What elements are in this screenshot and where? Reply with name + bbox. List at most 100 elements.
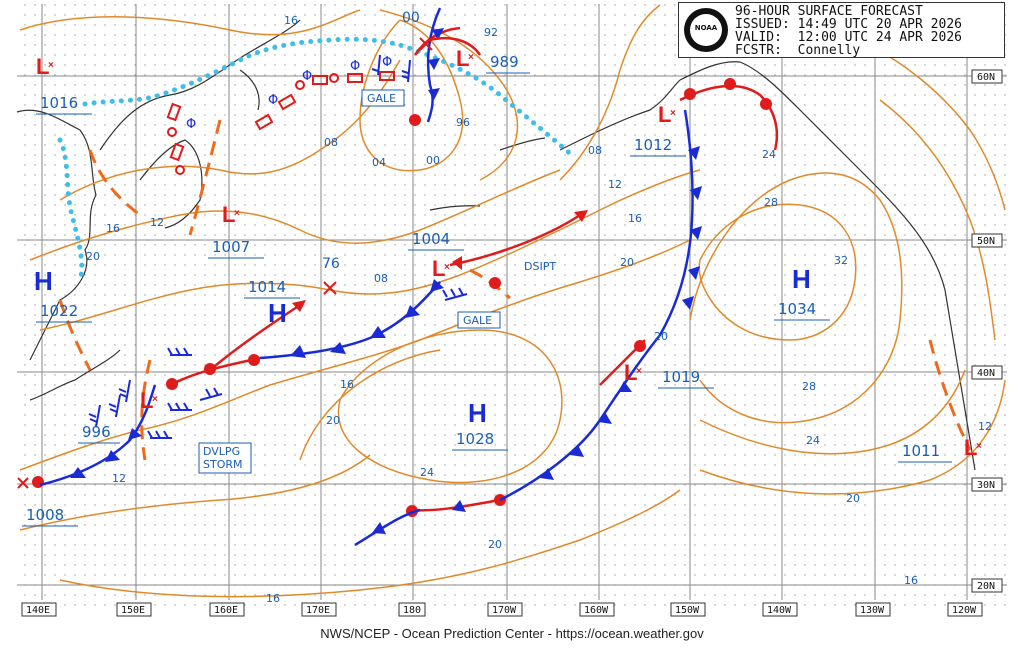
svg-text:16: 16 [266, 592, 280, 605]
low-symbol: L [624, 360, 637, 385]
warning-boxes [198, 89, 501, 474]
svg-text:24: 24 [762, 148, 776, 161]
svg-text:140E: 140E [26, 605, 50, 616]
svg-text:130W: 130W [860, 605, 885, 616]
svg-text:16: 16 [904, 574, 918, 587]
svg-text:Φ: Φ [268, 93, 278, 108]
svg-text:160W: 160W [584, 605, 609, 616]
wind-barbs [88, 54, 468, 439]
low-symbol: L [658, 102, 671, 127]
low-symbol: L [140, 388, 153, 413]
pressure-value: 989 [490, 53, 519, 71]
svg-text:Φ: Φ [186, 117, 196, 132]
svg-text:150E: 150E [121, 605, 145, 616]
pressure-value: 1008 [26, 506, 64, 524]
svg-text:12: 12 [150, 216, 164, 229]
forecast-header-box [678, 2, 1005, 58]
svg-text:08: 08 [588, 144, 602, 157]
isobar-labels: 16 12 16 20 08 04 00 96 92 00 08 12 16 2… [86, 10, 992, 605]
phi-markers: Φ Φ Φ Φ Φ [186, 55, 392, 132]
svg-text:24: 24 [806, 434, 820, 447]
svg-text:Φ: Φ [302, 69, 312, 84]
pressure-value: 1016 [40, 94, 78, 112]
pressure-value: 1007 [212, 238, 250, 256]
footer-credit: NWS/NCEP - Ocean Prediction Center - htt… [320, 626, 704, 641]
svg-text:×: × [670, 108, 676, 119]
svg-text:28: 28 [764, 196, 778, 209]
pressure-value: 1004 [412, 230, 450, 248]
cold-front-triangles [70, 28, 702, 534]
gale-label: GALE [463, 314, 492, 327]
storm-track-arrowheads [292, 210, 588, 312]
pressure-value: 1022 [40, 302, 78, 320]
svg-text:×: × [444, 262, 450, 273]
svg-text:28: 28 [802, 380, 816, 393]
low-symbol: L [36, 54, 49, 79]
svg-text:12: 12 [112, 472, 126, 485]
dissipating-label: DSIPT [524, 260, 556, 273]
isobar-label-large: 76 [322, 256, 340, 272]
svg-text:12: 12 [978, 420, 992, 433]
svg-text:160E: 160E [214, 605, 238, 616]
svg-text:08: 08 [374, 272, 388, 285]
low-symbol: L [964, 435, 977, 460]
svg-text:×: × [152, 394, 158, 405]
svg-text:×: × [468, 52, 474, 63]
isobars [19, 4, 1006, 598]
svg-text:50N: 50N [977, 236, 995, 247]
pressure-value: 1014 [248, 278, 286, 296]
svg-text:16: 16 [106, 222, 120, 235]
svg-text:40N: 40N [977, 368, 995, 379]
svg-text:16: 16 [340, 378, 354, 391]
developing-storm-label: DVLPG [203, 445, 240, 458]
pressure-values: 1016 1007 989 1004 996 1008 1012 1019 10… [26, 53, 940, 524]
storm-tracks [209, 36, 581, 371]
occluded-segments [166, 71, 395, 175]
forecast-title: 96-HOUR SURFACE FORECAST [735, 4, 923, 19]
coastlines [16, 19, 976, 471]
issued-time: ISSUED: 14:49 UTC 20 APR 2026 [735, 17, 962, 32]
pressure-value: 1011 [902, 442, 940, 460]
svg-text:04: 04 [372, 156, 386, 169]
svg-text:20: 20 [620, 256, 634, 269]
x-markers [17, 37, 433, 489]
svg-text:92: 92 [484, 26, 498, 39]
svg-text:×: × [48, 60, 54, 71]
pressure-value: 996 [82, 423, 111, 441]
svg-text:20: 20 [86, 250, 100, 263]
lat-lon-grid [17, 4, 1007, 600]
svg-text:20: 20 [488, 538, 502, 551]
svg-text:170E: 170E [306, 605, 330, 616]
forecaster-name: FCSTR: Connelly [735, 43, 861, 58]
svg-text:00: 00 [426, 154, 440, 167]
svg-text:Φ: Φ [382, 55, 392, 70]
warning-text: GALE GALE DVLPG STORM DSIPT [203, 92, 556, 471]
svg-text:140W: 140W [767, 605, 792, 616]
pressure-symbols: L L L L L L L L × × × × × × × × H H H H [34, 46, 982, 460]
valid-time: VALID: 12:00 UTC 24 APR 2026 [735, 30, 962, 45]
longitude-labels: 140E 150E 160E 170E 180 170W 160W 150W 1… [21, 602, 983, 617]
svg-text:×: × [976, 441, 982, 452]
svg-text:30N: 30N [977, 480, 995, 491]
pressure-value: 1019 [662, 368, 700, 386]
svg-text:32: 32 [834, 254, 848, 267]
svg-text:96: 96 [456, 116, 470, 129]
svg-text:Φ: Φ [350, 59, 360, 74]
svg-text:16: 16 [284, 14, 298, 27]
noaa-logo-text: NOAA [694, 24, 718, 32]
gale-label: GALE [367, 92, 396, 105]
svg-text:20: 20 [654, 330, 668, 343]
high-symbol: H [34, 266, 53, 296]
svg-text:12: 12 [608, 178, 622, 191]
pressure-value: 1034 [778, 300, 816, 318]
latitude-labels: 60N 50N 40N 30N 20N [971, 69, 1003, 593]
pressure-underlines [22, 72, 952, 527]
high-symbol: H [268, 298, 287, 328]
svg-text:60N: 60N [977, 72, 995, 83]
low-symbol: L [456, 46, 469, 71]
svg-text:180: 180 [403, 605, 421, 616]
ice-edge [57, 36, 578, 285]
low-symbol: L [222, 202, 235, 227]
svg-text:08: 08 [324, 136, 338, 149]
